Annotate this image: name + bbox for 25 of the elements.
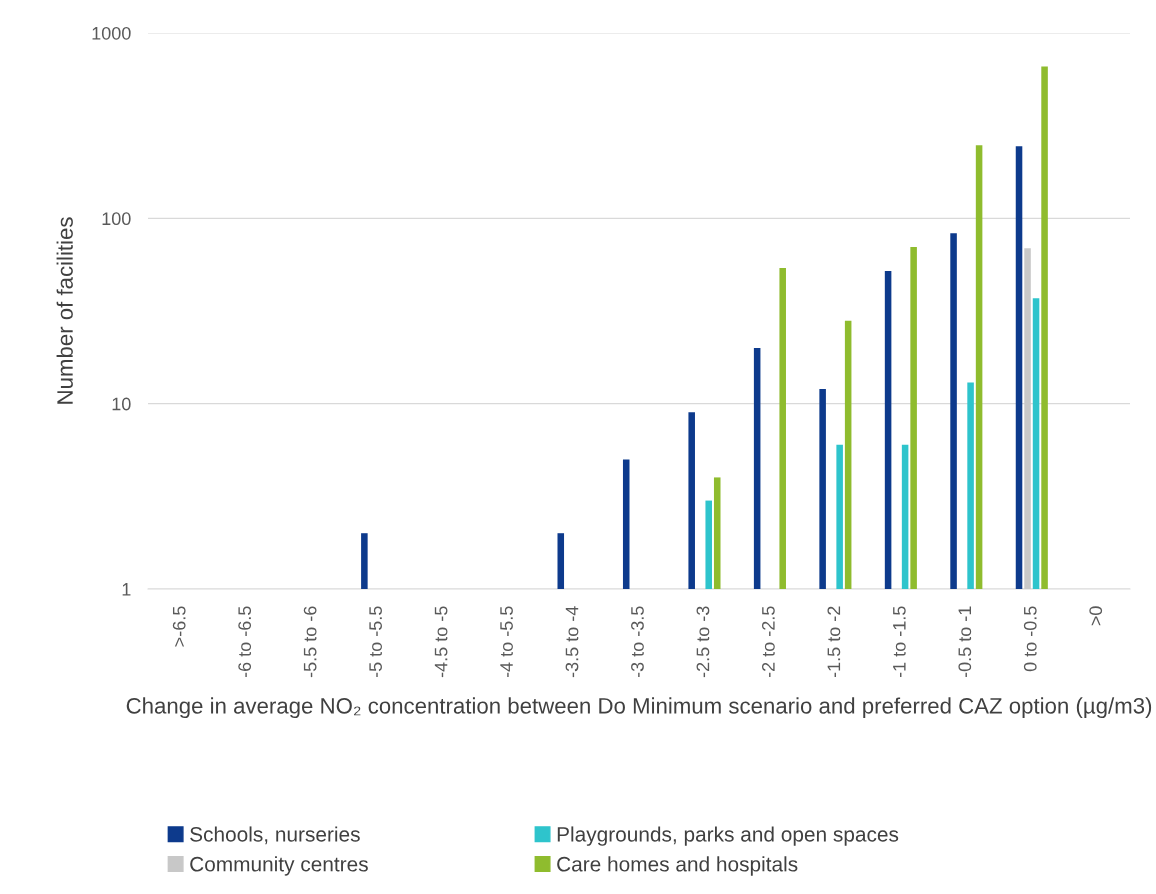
x-tick-label: -2 to -2.5 [761, 606, 775, 678]
x-tick-label: -4.5 to -5 [434, 606, 448, 678]
x-tick-label: >-6.5 [172, 606, 186, 647]
x-tick-label: -4 to -5.5 [500, 606, 513, 678]
y-axis-title: Number of facilities [56, 217, 73, 404]
x-tick-label: -5.5 to -6 [303, 606, 317, 678]
x-tick-label: >0 [1089, 606, 1103, 626]
legend-label: Care homes and hospitals [557, 856, 798, 876]
x-tick-label: -3 to -3.5 [631, 606, 644, 678]
x-tick-label: -6 to -6.5 [238, 606, 252, 678]
x-tick-label: -3.5 to -4 [565, 606, 579, 678]
legend-label: Playgrounds, parks and open spaces [557, 826, 899, 846]
x-tick-label: -2.5 to -3 [696, 606, 710, 678]
x-tick-label: -0.5 to -1 [958, 606, 972, 678]
y-tick-label: 1000 [92, 26, 131, 40]
x-tick-label: -5 to -5.5 [369, 606, 382, 678]
y-tick-label: 10 [112, 397, 131, 411]
x-tick-label: -1 to -1.5 [893, 606, 906, 678]
legend-label: Community centres [190, 856, 368, 876]
x-tick-label: -1.5 to -2 [827, 606, 841, 678]
x-axis-title: Change in average NO₂ concentration between Do Minimum scenario and preferred CAZ option (µg/m3) [126, 697, 1152, 719]
y-tick-label: 100 [102, 212, 131, 226]
x-tick-label: 0 to -0.5 [1023, 606, 1037, 672]
y-tick-label: 1 [122, 583, 131, 596]
legend-label: Schools, nurseries [190, 826, 360, 845]
